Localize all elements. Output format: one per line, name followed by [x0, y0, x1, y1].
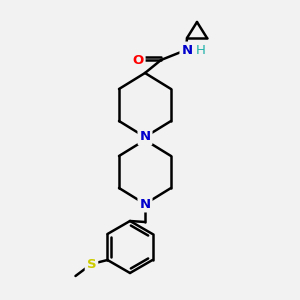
Text: N: N: [140, 197, 151, 211]
Text: S: S: [87, 257, 96, 271]
Text: N: N: [140, 130, 151, 143]
Text: H: H: [196, 44, 206, 56]
Text: N: N: [182, 44, 193, 56]
Text: O: O: [132, 53, 144, 67]
